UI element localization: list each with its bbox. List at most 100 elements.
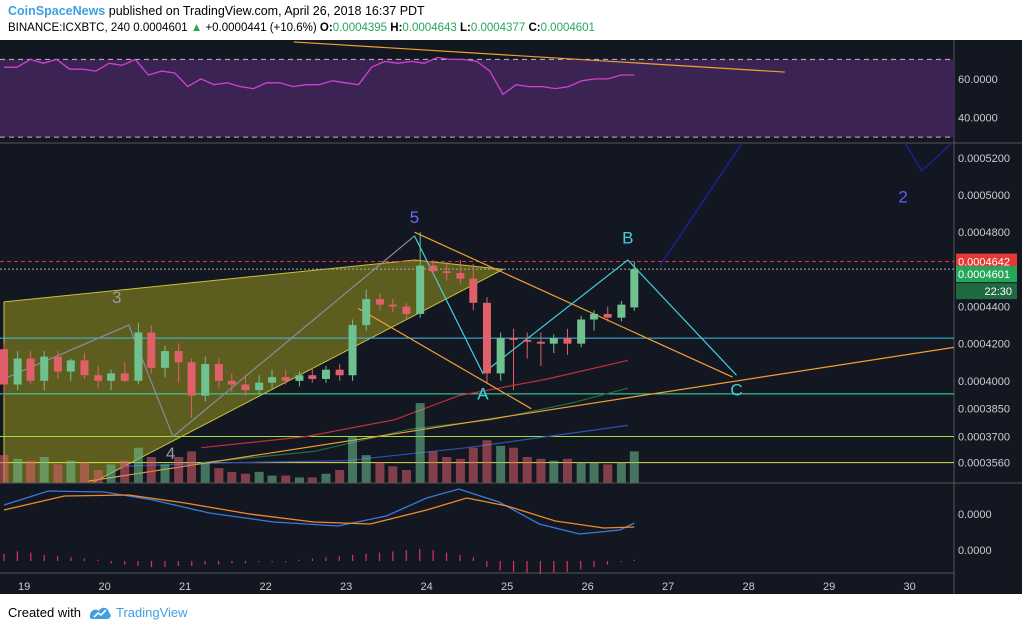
candle-body: [429, 265, 438, 272]
candle-body: [107, 373, 116, 381]
low-label: L:: [460, 22, 471, 34]
volume-bar: [26, 460, 36, 483]
volume-bar: [468, 447, 478, 483]
open-label: O:: [319, 22, 333, 34]
close-label: C:: [528, 22, 541, 34]
price-tick-label: 0.0004400: [958, 301, 1010, 313]
candle-body: [295, 375, 304, 381]
volume-bar: [93, 469, 103, 483]
macd-tick-label: 0.0000: [958, 509, 992, 521]
wave-label: 2: [898, 187, 907, 206]
candle-body: [214, 364, 223, 381]
rsi-pane: [0, 41, 954, 138]
chart-canvas[interactable]: 5 3 4 A B C 2 19 20 21 22 23 24 25 26 27 28 29 30 0.00052…: [0, 40, 1022, 594]
volume-bar: [39, 456, 49, 483]
countdown-tag: 22:30: [984, 286, 1012, 298]
candle-body: [201, 364, 210, 396]
x-tick-label: 30: [903, 581, 915, 593]
candle-body: [563, 338, 572, 344]
x-tick-label: 24: [420, 581, 432, 593]
symbol-label: BINANCE:ICXBTC, 240: [8, 22, 131, 34]
volume-bar: [522, 456, 532, 483]
volume-bar: [415, 403, 425, 483]
projection-up: [659, 143, 743, 266]
macd-tick-label: 0.0000: [958, 545, 992, 557]
published-text: published on TradingView.com, April 26, …: [108, 4, 425, 18]
candle-body: [13, 358, 22, 385]
candle-body: [402, 306, 411, 314]
volume-bar: [0, 455, 9, 483]
candle-body: [536, 341, 545, 344]
candle-body: [469, 278, 478, 303]
rsi-band: [0, 59, 954, 138]
volume-bar: [361, 455, 371, 483]
wave-label: 5: [410, 208, 419, 227]
candle-body: [577, 319, 586, 344]
high-label: H:: [390, 22, 403, 34]
volume-bar: [388, 466, 398, 483]
candle-body: [0, 349, 8, 385]
symbol-line: BINANCE:ICXBTC, 240 0.0004601 ▲ +0.00004…: [8, 22, 595, 34]
candle-body: [549, 338, 558, 344]
candle-body: [496, 338, 505, 374]
volume-bar: [321, 473, 331, 483]
high-price-tag: 0.0004642: [958, 257, 1010, 269]
publish-line: CoinSpaceNews published on TradingView.c…: [8, 4, 425, 18]
rsi-tick-label: 60.0000: [958, 74, 998, 86]
volume-bar: [13, 458, 23, 483]
candle-body: [134, 332, 143, 381]
price-pane: 5 3 4 A B C 2: [0, 143, 954, 483]
publisher-name[interactable]: CoinSpaceNews: [8, 4, 106, 18]
ma-green: [201, 387, 628, 464]
volume-bar: [589, 462, 599, 483]
tradingview-link[interactable]: TradingView: [116, 605, 188, 620]
last-price: 0.0004601: [133, 22, 188, 34]
last-price-tag: 0.0004601: [958, 269, 1010, 281]
projection-2: [904, 143, 953, 172]
candle-body: [348, 325, 357, 376]
price-axis-bg: [954, 40, 1022, 594]
price-tick-label: 0.0005000: [958, 190, 1010, 202]
channel-bottom: [357, 307, 532, 410]
tradingview-logo-icon[interactable]: [88, 602, 112, 622]
volume-bar: [616, 462, 626, 483]
candle-body: [227, 380, 236, 385]
volume-bar: [66, 460, 76, 483]
chart-header: CoinSpaceNews published on TradingView.c…: [0, 0, 1022, 40]
macd-pane: [3, 488, 635, 575]
candle-body: [80, 360, 89, 376]
wave-label: C: [730, 381, 742, 400]
candle-body: [523, 339, 532, 342]
x-tick-label: 29: [823, 581, 835, 593]
volume-bar: [375, 462, 385, 483]
candle-body: [53, 356, 62, 372]
candle-body: [509, 338, 518, 340]
rsi-trendline: [293, 41, 785, 73]
high-price-tag-bg: [956, 253, 1017, 270]
abc-wave: [413, 235, 737, 376]
ma-red: [201, 359, 628, 449]
volume-bar: [146, 456, 156, 483]
candle-body: [160, 351, 169, 368]
candle-body: [94, 375, 103, 381]
volume-bar: [267, 475, 277, 483]
volume-bar: [160, 464, 170, 483]
candle-body: [456, 273, 465, 279]
volume-bar: [133, 447, 143, 483]
volume-bar: [401, 469, 411, 483]
volume-bar: [549, 460, 559, 483]
close-value: 0.0004601: [540, 22, 595, 34]
candle-body: [321, 369, 330, 379]
candle-body: [335, 369, 344, 376]
candle-body: [268, 377, 277, 383]
volume-bar: [442, 456, 452, 483]
wave-label: A: [477, 384, 489, 403]
x-tick-label: 22: [259, 581, 271, 593]
up-arrow-icon: ▲: [190, 22, 203, 34]
volume-bar: [53, 464, 63, 483]
candle-body: [241, 384, 250, 391]
volume-bar: [106, 464, 116, 483]
candle-body: [147, 332, 156, 368]
rsi-line: [4, 56, 635, 96]
countdown-tag-bg: [956, 283, 1017, 300]
